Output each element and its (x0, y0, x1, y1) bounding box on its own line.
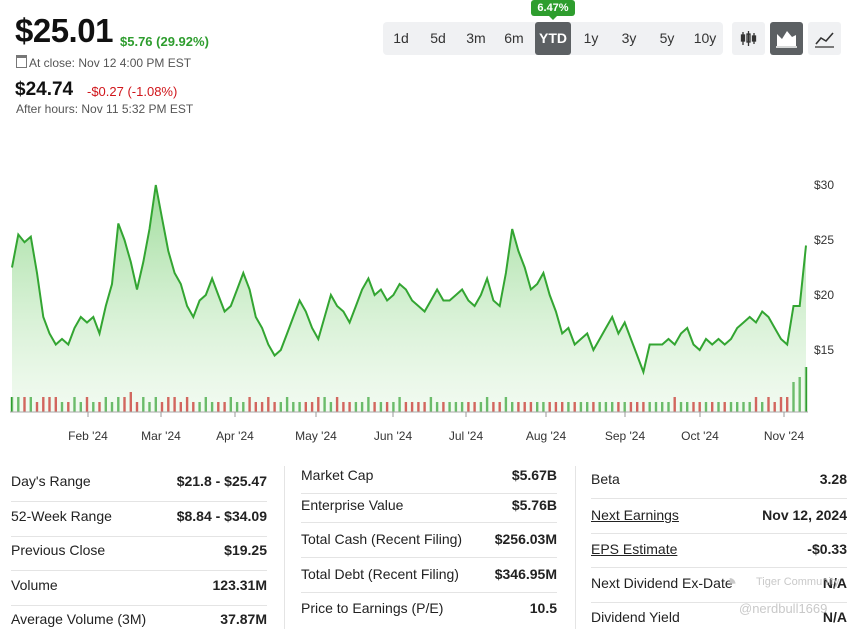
stat-value: $21.8 - $25.47 (176, 473, 267, 489)
watermark-title: Tiger Community (756, 576, 840, 588)
range-button-ytd[interactable]: YTD (535, 22, 571, 55)
x-tick-label: Mar '24 (141, 429, 181, 443)
x-tick-label: May '24 (295, 429, 337, 443)
stats-divider-1 (284, 466, 285, 629)
x-tick-label: Feb '24 (68, 429, 108, 443)
stats-row-divider (11, 501, 267, 502)
stat-value: $256.03M (494, 531, 557, 547)
stat-label-market-cap: Market Cap (301, 467, 374, 483)
x-tick-label: Jun '24 (374, 429, 413, 443)
y-tick-label: $25 (814, 233, 834, 247)
price-chart[interactable]: Feb '24 Mar '24 Apr '24 May '24 Jun '24 Jul '… (0, 170, 859, 450)
stat-label-dividend-yield: Dividend Yield (591, 609, 680, 625)
range-button-5d[interactable]: 5d (430, 30, 446, 46)
watermark-handle: @nerdbull1669 (739, 601, 828, 616)
stat-label-52-week-range: 52-Week Range (11, 508, 112, 524)
stat-label-eps-estimate[interactable]: EPS Estimate (591, 541, 678, 557)
stat-label-previous-close: Previous Close (11, 542, 106, 558)
stats-row-divider (11, 536, 267, 537)
y-tick-label: $15 (814, 343, 834, 357)
stat-value: -$0.33 (807, 541, 847, 557)
stat-label-day-s-range: Day's Range (11, 473, 91, 489)
stat-value: 123.31M (212, 577, 267, 593)
after-hours-price: $24.74 (15, 79, 74, 100)
stat-value: $5.67B (511, 467, 557, 483)
stat-value: 37.87M (220, 611, 267, 627)
stat-label-volume: Volume (11, 577, 58, 593)
range-button-5y[interactable]: 5y (659, 30, 675, 46)
stat-label-next-dividend-ex-date: Next Dividend Ex-Date (591, 575, 733, 591)
y-tick-label: $30 (814, 178, 834, 192)
x-tick-label: Oct '24 (681, 429, 719, 443)
stats-row-divider (11, 570, 267, 571)
stat-value: 3.28 (819, 471, 847, 487)
mountain-chart-button[interactable] (770, 22, 803, 55)
range-button-1y[interactable]: 1y (583, 30, 599, 46)
price-line (11, 184, 807, 376)
x-tick-label: Apr '24 (216, 429, 254, 443)
stat-value: $19.25 (224, 542, 267, 558)
stats-row-divider (591, 533, 847, 534)
stats-row-divider (301, 592, 557, 593)
stats-divider-2 (575, 466, 576, 629)
y-tick-label: $20 (814, 288, 834, 302)
stat-value: $5.76B (511, 497, 557, 513)
stats-row-divider (591, 498, 847, 499)
ytd-change-badge: 6.47% (531, 0, 575, 20)
calendar-icon (16, 55, 27, 68)
range-button-6m[interactable]: 6m (504, 30, 524, 46)
stat-value: N/A (822, 609, 847, 625)
after-hours-change: -$0.27 (-1.08%) (87, 84, 178, 99)
range-button-1d[interactable]: 1d (393, 30, 409, 46)
current-price: $25.01 (15, 12, 113, 49)
price-area (12, 185, 806, 412)
candlestick-chart-button[interactable] (732, 22, 765, 55)
stat-label-next-earnings[interactable]: Next Earnings (591, 507, 679, 523)
range-button-10y[interactable]: 10y (693, 30, 717, 46)
stat-label-average-volume-3m: Average Volume (3M) (11, 611, 147, 627)
stat-value: Nov 12, 2024 (762, 507, 847, 523)
stat-label-total-cash-recent-filing: Total Cash (Recent Filing) (301, 531, 463, 547)
stat-value: N/A (822, 575, 847, 591)
stat-value: $8.84 - $34.09 (176, 508, 267, 524)
stats-row-divider (301, 493, 557, 494)
stats-row-divider (591, 567, 847, 568)
stat-label-beta: Beta (591, 471, 620, 487)
stat-value: $346.95M (494, 566, 557, 582)
line-chart-icon (815, 32, 834, 48)
stats-row-divider (301, 557, 557, 558)
after-hours-note: After hours: Nov 11 5:32 PM EST (16, 102, 194, 116)
price-change: $5.76 (29.92%) (120, 34, 209, 49)
tiger-logo-icon: ◔ (722, 567, 738, 597)
stats-row-divider (591, 602, 847, 603)
x-tick-label: Aug '24 (526, 429, 567, 443)
stats-row-divider (11, 605, 267, 606)
stats-row-divider (301, 522, 557, 523)
stat-value: 10.5 (529, 600, 557, 616)
close-note: At close: Nov 12 4:00 PM EST (16, 55, 191, 70)
x-tick-label: Jul '24 (449, 429, 484, 443)
x-tick-label: Sep '24 (605, 429, 646, 443)
stat-label-enterprise-value: Enterprise Value (301, 497, 404, 513)
x-tick-label: Nov '24 (764, 429, 805, 443)
line-chart-button[interactable] (808, 22, 841, 55)
mountain-chart-icon (776, 31, 797, 48)
range-button-3m[interactable]: 3m (466, 30, 486, 46)
stat-label-total-debt-recent-filing: Total Debt (Recent Filing) (301, 566, 459, 582)
stat-label-price-to-earnings-p-e: Price to Earnings (P/E) (301, 600, 444, 616)
range-button-3y[interactable]: 3y (621, 30, 637, 46)
candlestick-chart-icon (740, 31, 757, 46)
